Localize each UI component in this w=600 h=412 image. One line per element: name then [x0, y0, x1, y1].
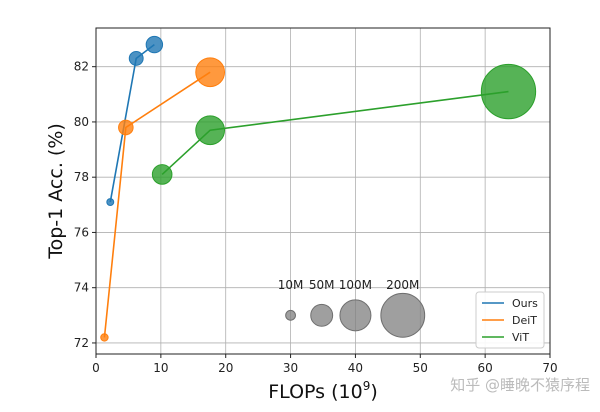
point-vit — [151, 164, 173, 185]
x-axis-label-base: FLOPs (10 — [268, 381, 362, 403]
point-ours — [145, 35, 164, 54]
point-ours — [128, 50, 144, 66]
size-legend-label: 10M — [278, 278, 304, 292]
size-legend-circle — [285, 309, 296, 321]
size-legend-circle — [339, 299, 372, 332]
legend-label-ours: Ours — [512, 297, 538, 310]
legend-label-vit: ViT — [512, 331, 529, 344]
x-tick-label: 40 — [348, 361, 363, 375]
watermark: 知乎 @睡晚不猿序程 — [450, 376, 590, 394]
x-axis-label-exponent: 9 — [363, 379, 371, 393]
x-tick-label: 50 — [413, 361, 428, 375]
size-legend-label: 200M — [386, 278, 419, 292]
x-tick-label: 20 — [218, 361, 233, 375]
point-deit — [195, 57, 226, 88]
y-axis-label: Top-1 Acc. (%) — [45, 123, 67, 260]
legend-box — [475, 291, 545, 349]
legend: Ours DeiT ViT — [475, 291, 545, 349]
x-axis-label: FLOPs (109) — [268, 379, 378, 403]
size-legend-label: 50M — [309, 278, 335, 292]
size-legend-circle — [380, 292, 426, 338]
plot-frame — [95, 27, 551, 355]
y-tick-label: 82 — [74, 60, 89, 74]
point-vit — [480, 63, 537, 120]
x-axis-ticks: 0 10 20 30 40 50 60 70 — [92, 354, 558, 375]
point-ours — [106, 198, 115, 207]
y-tick-label: 76 — [74, 225, 89, 239]
x-axis-label-close: ) — [370, 381, 377, 403]
x-tick-label: 10 — [153, 361, 168, 375]
y-axis-ticks: 72 74 76 78 80 82 — [74, 60, 96, 350]
size-legend: 10M 50M 100M 200M — [278, 278, 426, 338]
legend-label-deit: DeiT — [512, 314, 537, 327]
point-vit — [195, 115, 226, 146]
y-tick-label: 78 — [74, 170, 89, 184]
point-deit — [100, 333, 109, 342]
x-tick-label: 60 — [478, 361, 493, 375]
y-tick-label: 80 — [74, 115, 89, 129]
y-tick-label: 74 — [74, 281, 89, 295]
y-tick-label: 72 — [74, 336, 89, 350]
size-legend-label: 100M — [339, 278, 372, 292]
size-legend-circle — [310, 303, 334, 327]
plot-background — [96, 28, 550, 354]
point-deit — [118, 119, 134, 136]
x-tick-label: 70 — [542, 361, 557, 375]
series-markers — [100, 35, 537, 342]
x-tick-label: 30 — [283, 361, 298, 375]
x-tick-label: 0 — [92, 361, 100, 375]
